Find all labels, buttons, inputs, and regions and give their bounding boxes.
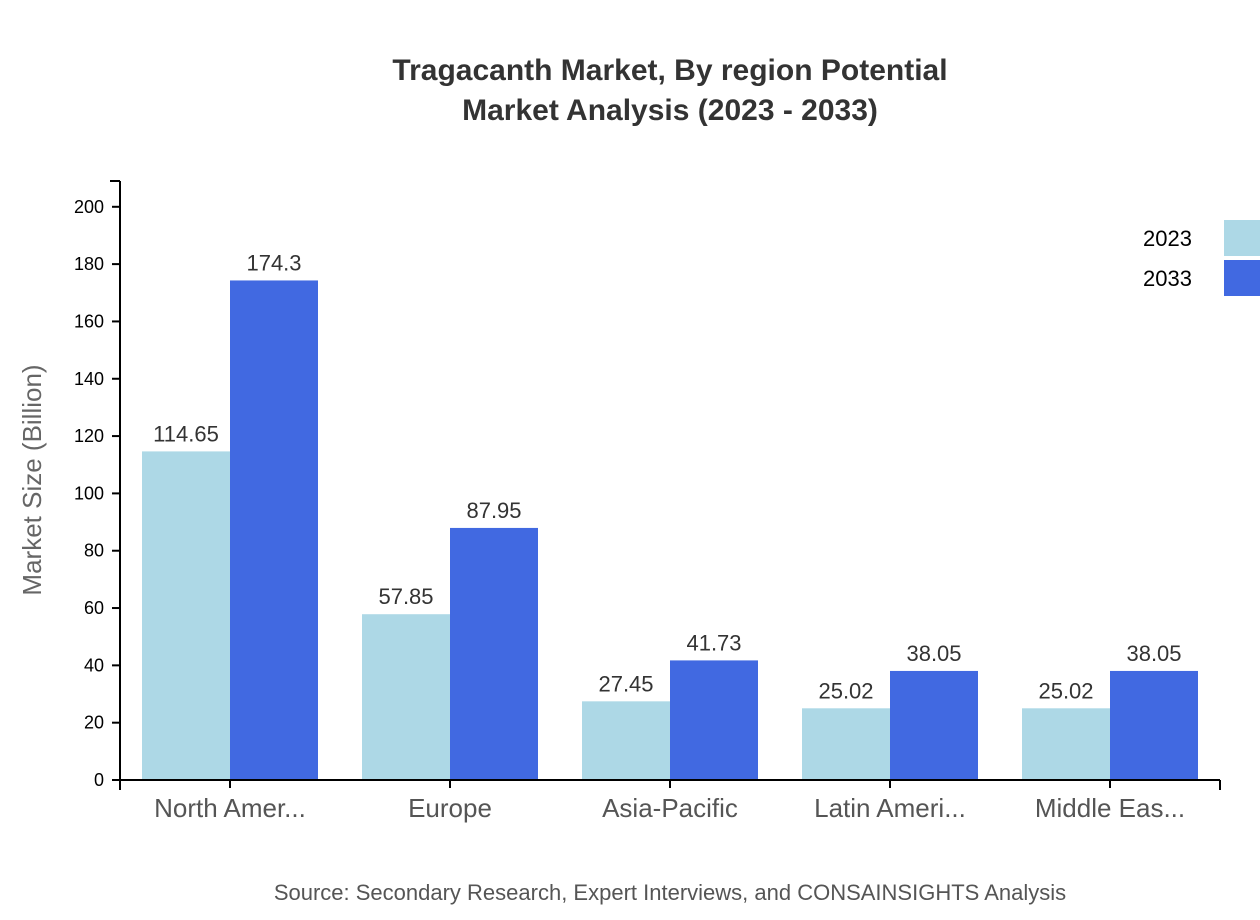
x-tick-label-4: Middle Eas... — [1035, 793, 1185, 823]
bar-2023-3 — [802, 708, 890, 780]
data-label-2023-1: 57.85 — [378, 584, 433, 609]
bar-2033-0 — [230, 280, 318, 780]
bar-2023-4 — [1022, 708, 1110, 780]
y-tick-label-40: 40 — [84, 655, 104, 675]
y-tick-label-0: 0 — [94, 770, 104, 790]
y-tick-label-20: 20 — [84, 713, 104, 733]
y-axis: 0 20 40 60 80 100 120 140 160 180 200 — [74, 180, 121, 790]
data-label-2023-2: 27.45 — [598, 671, 653, 696]
x-tick-label-1: Europe — [408, 793, 492, 823]
x-tick-label-0: North Amer... — [154, 793, 306, 823]
data-label-2023-4: 25.02 — [1038, 678, 1093, 703]
legend-label-2033: 2033 — [1143, 266, 1192, 291]
legend-label-2023: 2023 — [1143, 226, 1192, 251]
bar-2033-2 — [670, 660, 758, 780]
x-tick-label-2: Asia-Pacific — [602, 793, 738, 823]
data-label-2033-3: 38.05 — [906, 641, 961, 666]
legend: 2023 2033 — [1143, 220, 1260, 296]
chart-title-line-2: Market Analysis (2023 - 2033) — [462, 94, 878, 127]
data-label-2033-0: 174.3 — [246, 250, 301, 275]
source-note: Source: Secondary Research, Expert Inter… — [274, 880, 1066, 905]
legend-swatch-2023 — [1224, 220, 1260, 256]
y-tick-label-80: 80 — [84, 541, 104, 561]
x-axis: North Amer... Europe Asia-Pacific Latin Ame… — [119, 779, 1221, 823]
bars-group — [142, 280, 1198, 780]
bar-2023-2 — [582, 701, 670, 780]
y-tick-label-180: 180 — [74, 254, 104, 274]
data-label-2033-4: 38.05 — [1126, 641, 1181, 666]
data-label-2033-1: 87.95 — [466, 498, 521, 523]
y-tick-label-200: 200 — [74, 197, 104, 217]
data-label-2023-3: 25.02 — [818, 678, 873, 703]
y-tick-label-160: 160 — [74, 311, 104, 331]
data-label-2023-0: 114.65 — [153, 421, 219, 446]
data-labels-group: 114.65 174.3 57.85 87.95 27.45 41.73 25.02 38.0… — [153, 250, 1181, 703]
data-label-2033-2: 41.73 — [686, 630, 741, 655]
x-tick-label-3: Latin Ameri... — [814, 793, 966, 823]
y-tick-label-140: 140 — [74, 369, 104, 389]
chart-title-line-1: Tragacanth Market, By region Potential — [392, 54, 947, 87]
y-tick-label-120: 120 — [74, 426, 104, 446]
bar-2033-4 — [1110, 670, 1198, 780]
bar-2033-3 — [890, 670, 978, 780]
bar-2033-1 — [450, 527, 538, 780]
y-axis-title: Market Size (Billion) — [17, 364, 47, 595]
bar-2023-1 — [362, 614, 450, 780]
bar-2023-0 — [142, 451, 230, 780]
y-tick-label-100: 100 — [74, 483, 104, 503]
y-tick-label-60: 60 — [84, 598, 104, 618]
legend-swatch-2033 — [1224, 260, 1260, 296]
